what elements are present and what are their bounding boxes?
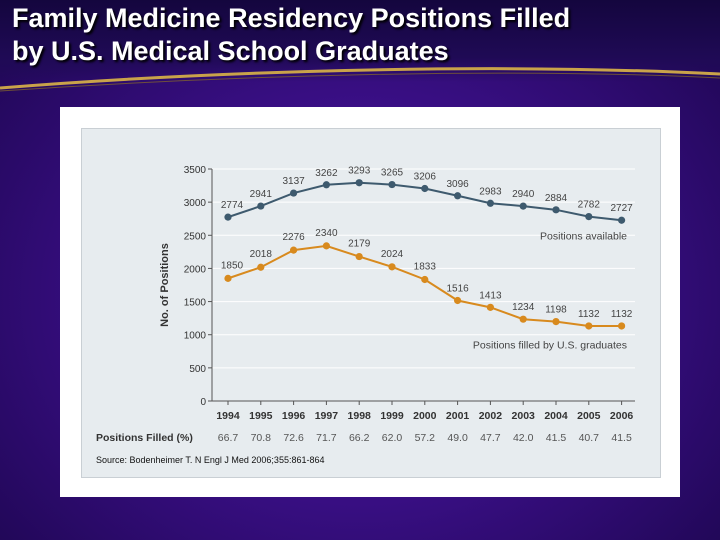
data-label: 2941 (250, 189, 273, 200)
percent-filled-value: 49.0 (447, 432, 468, 444)
data-label: 1132 (611, 309, 633, 320)
data-label: 2276 (282, 232, 305, 243)
percent-filled-value: 62.0 (382, 432, 403, 444)
data-point (421, 275, 429, 284)
data-label: 2782 (578, 200, 601, 211)
y-axis-label: No. of Positions (159, 243, 171, 327)
data-point (224, 213, 232, 221)
data-label: 2018 (250, 249, 273, 260)
x-tick-label: 2003 (512, 410, 536, 422)
data-point (454, 296, 462, 305)
percent-row-label: Positions Filled (%) (96, 432, 193, 444)
y-tick-label: 0 (200, 397, 206, 408)
data-label: 2983 (479, 186, 502, 197)
data-point (585, 322, 593, 330)
chart-frame: 0 500 1000 1500 2000 2500 3000 3500 No. of Posit… (81, 128, 661, 478)
data-label: 1413 (479, 290, 502, 301)
data-point (552, 317, 560, 326)
data-point (486, 199, 494, 207)
data-label: 3206 (414, 171, 437, 182)
data-point (388, 263, 396, 271)
data-label: 2774 (221, 200, 244, 211)
y-tick-label: 500 (189, 364, 206, 375)
line-chart: 0 500 1000 1500 2000 2500 3000 3500 No. of Posit… (96, 165, 635, 444)
data-point (290, 246, 298, 254)
x-tick-label: 2000 (413, 410, 437, 422)
x-tick-label: 1994 (216, 410, 240, 422)
percent-filled-value: 66.7 (218, 432, 239, 444)
percent-filled-value: 40.7 (579, 432, 600, 444)
x-tick-label: 2004 (544, 410, 568, 422)
title-line-1: Family Medicine Residency Positions Fill… (12, 3, 571, 33)
data-point (355, 252, 363, 261)
percent-filled-value: 72.6 (283, 432, 304, 444)
data-point (421, 184, 429, 193)
x-tick-label: 1999 (380, 410, 404, 422)
y-tick-label: 2000 (184, 264, 207, 275)
data-point (355, 179, 363, 187)
percent-filled-value: 47.7 (480, 432, 501, 444)
title-swoosh (0, 67, 720, 92)
legend-label: Positions filled by U.S. graduates (473, 340, 627, 352)
data-point (290, 189, 298, 197)
x-tick-label: 2002 (479, 410, 503, 422)
data-point (585, 212, 593, 221)
x-tick-label: 1995 (249, 410, 273, 422)
data-label: 1198 (545, 305, 567, 316)
y-tick-label: 2500 (184, 231, 207, 242)
data-label: 1132 (578, 309, 600, 320)
data-label: 1850 (221, 260, 244, 271)
y-tick-label: 1500 (184, 298, 207, 309)
data-label: 2940 (512, 189, 535, 200)
data-label: 2179 (348, 239, 371, 250)
x-tick-label: 1996 (282, 410, 306, 422)
data-label: 3096 (446, 179, 469, 190)
legend-label: Positions available (540, 230, 627, 242)
percent-filled-value: 42.0 (513, 432, 534, 444)
percent-filled-value: 66.2 (349, 432, 370, 444)
data-label: 2024 (381, 249, 404, 260)
data-point (257, 263, 265, 271)
data-point (257, 202, 265, 210)
x-tick-label: 1998 (348, 410, 372, 422)
data-label: 3265 (381, 168, 404, 179)
percent-filled-value: 71.7 (316, 432, 337, 444)
data-label: 2340 (315, 228, 338, 239)
title-line-2: by U.S. Medical School Graduates (12, 36, 449, 66)
data-label: 3262 (315, 168, 338, 179)
data-label: 1234 (512, 302, 535, 313)
slide-title: Family Medicine Residency Positions Fill… (12, 2, 712, 68)
y-tick-label: 3000 (184, 198, 207, 209)
y-tick-label: 3500 (184, 165, 207, 176)
data-point (454, 192, 462, 200)
data-label: 3137 (282, 176, 305, 187)
data-point (519, 202, 527, 210)
source-citation: Source: Bodenheimer T. N Engl J Med 2006… (96, 455, 325, 465)
data-label: 2884 (545, 193, 568, 204)
percent-filled-value: 57.2 (415, 432, 436, 444)
data-point (519, 315, 527, 323)
data-point (486, 303, 494, 311)
data-point (322, 242, 330, 250)
percent-filled-value: 70.8 (251, 432, 272, 444)
data-label: 2727 (610, 203, 633, 214)
percent-filled-value: 41.5 (546, 432, 567, 444)
data-label: 3293 (348, 166, 371, 177)
data-point (322, 181, 330, 189)
data-point (388, 180, 396, 189)
data-label: 1833 (414, 261, 437, 272)
y-tick-label: 1000 (184, 331, 207, 342)
x-tick-label: 2005 (577, 410, 601, 422)
x-tick-label: 2001 (446, 410, 470, 422)
percent-filled-value: 41.5 (611, 432, 632, 444)
data-point (552, 206, 560, 214)
data-point (224, 274, 232, 282)
data-label: 1516 (446, 284, 469, 295)
x-tick-label: 1997 (315, 410, 339, 422)
data-point (618, 322, 626, 330)
x-tick-label: 2006 (610, 410, 634, 422)
data-point (618, 216, 626, 224)
